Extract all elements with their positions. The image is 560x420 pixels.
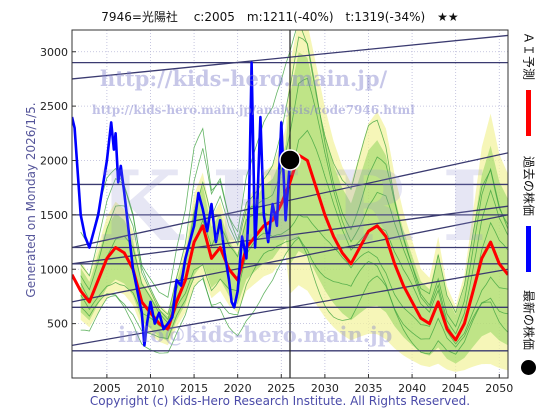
x-tick-label: 2025: [267, 382, 295, 395]
latest-price-marker: [279, 149, 301, 171]
x-tick-label: 2040: [398, 382, 426, 395]
y-tick-label: 2000: [40, 155, 68, 168]
y-tick-label: 1500: [40, 209, 68, 222]
y-tick-label: 500: [47, 318, 68, 331]
analysis-url-watermark: http://kids-hero.main.jp/analysis/code79…: [92, 103, 415, 117]
y-tick-label: 1000: [40, 263, 68, 276]
chart-title: 7946=光陽社 c:2005 m:1211(-40%) t:1319(-34%…: [101, 10, 459, 24]
x-tick-label: 2050: [485, 382, 513, 395]
email-watermark: info@kids-hero.main.jp: [118, 322, 393, 347]
legend-marker-latest-price: [521, 360, 536, 375]
x-tick-label: 2035: [354, 382, 382, 395]
series-past-price: [72, 61, 292, 347]
x-tick-label: 2045: [442, 382, 470, 395]
scenario-line: [80, 236, 508, 348]
series-ai-forecast: [72, 153, 508, 342]
plot-border: [71, 29, 509, 379]
x-tick-label: 2010: [136, 382, 164, 395]
legend-item-past-price: 過去の株価: [517, 148, 541, 273]
legend-label-ai-forecast: ＡＩ予測: [521, 31, 536, 81]
copyright-footer: Copyright (c) Kids-Hero Research Institu…: [89, 394, 471, 408]
scenario-line: [80, 36, 508, 328]
legend-item-latest-price: 最新の株価: [517, 282, 541, 380]
legend-label-past-price: 過去の株価: [521, 155, 536, 217]
generated-date-text: Generated on Monday 2026/1/5.: [24, 102, 38, 298]
url-watermark: http://kids-hero.main.jp/: [100, 66, 388, 91]
x-tick-label: 2015: [180, 382, 208, 395]
legend-item-ai-forecast: ＡＩ予測: [517, 30, 541, 145]
legend-swatch-past-price: [526, 226, 531, 272]
x-tick-label: 2020: [224, 382, 252, 395]
legend: ＡＩ予測 過去の株価 最新の株価: [517, 30, 541, 380]
logo-watermark: KHRI: [98, 150, 517, 263]
legend-swatch-ai-forecast: [526, 90, 531, 136]
plot-area: [72, 30, 508, 378]
y-tick-label: 2500: [40, 100, 68, 113]
scenario-line: [80, 30, 508, 314]
x-tick-label: 2005: [93, 382, 121, 395]
x-tick-label: 2030: [311, 382, 339, 395]
forecast-band-inner: [80, 52, 508, 364]
y-tick-label: 3000: [40, 46, 68, 59]
scenario-line: [80, 77, 508, 335]
legend-label-latest-price: 最新の株価: [521, 289, 536, 351]
